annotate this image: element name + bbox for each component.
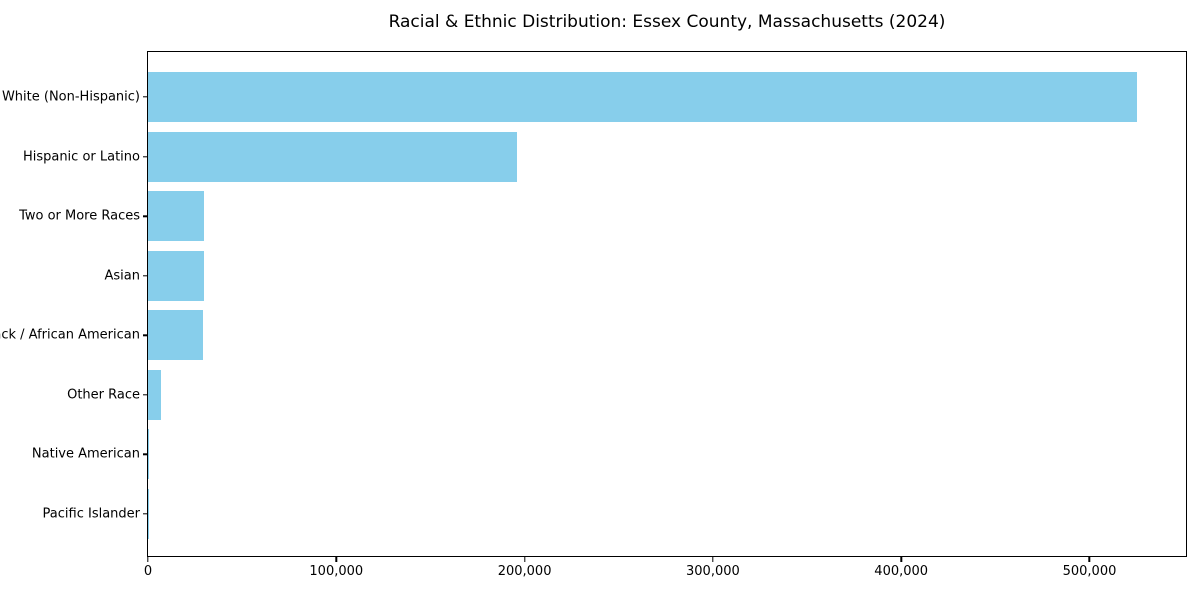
x-tick: [335, 557, 337, 562]
bar-row: Asian: [105, 250, 1186, 301]
y-tick: [143, 96, 147, 98]
bar-row: Other Race: [67, 369, 1186, 420]
bar-row: Hispanic or Latino: [23, 131, 1186, 182]
x-tick: [712, 557, 714, 562]
bar-row: Black / African American: [0, 310, 1186, 361]
y-tick-label: Native American: [31, 446, 140, 462]
y-tick: [143, 215, 147, 217]
bar: [148, 191, 204, 242]
chart-title: Racial & Ethnic Distribution: Essex Coun…: [388, 12, 946, 32]
bar: [148, 310, 203, 361]
x-tick: [147, 557, 149, 562]
x-tick-label: 300,000: [686, 564, 740, 579]
bar: [148, 369, 162, 420]
bar-row: Two or More Races: [19, 191, 1186, 242]
x-tick: [900, 557, 902, 562]
bar: [148, 250, 204, 301]
y-tick: [143, 334, 147, 336]
x-tick: [1088, 557, 1091, 562]
y-tick-label: Two or More Races: [19, 208, 140, 224]
bar: [148, 429, 150, 480]
y-tick: [143, 394, 147, 396]
y-tick-label: White (Non-Hispanic): [1, 89, 140, 105]
x-axis: 0 100,000 200,000 300,000 400,000 500,000: [144, 556, 1186, 586]
bars-container: White (Non-Hispanic) Hispanic or Latino Tw…: [0, 52, 1186, 556]
bar: [148, 131, 518, 182]
y-tick-label: Asian: [104, 268, 140, 284]
y-tick: [143, 155, 147, 158]
bar-row: Pacific Islander: [43, 488, 1186, 539]
y-tick: [143, 274, 147, 277]
x-tick-label: 200,000: [497, 564, 552, 579]
x-tick: [523, 557, 526, 562]
y-tick: [143, 453, 147, 456]
y-tick: [143, 513, 147, 515]
y-tick-label: Pacific Islander: [42, 506, 140, 522]
y-tick-label: Other Race: [67, 387, 140, 403]
bar: [148, 72, 1137, 122]
bar-row: White (Non-Hispanic): [2, 72, 1186, 122]
x-tick-label: 0: [143, 564, 153, 579]
plot-area: White (Non-Hispanic) Hispanic or Latino Tw…: [0, 51, 1187, 579]
y-tick-label: Hispanic or Latino: [22, 149, 140, 165]
bar-row: Native American: [32, 429, 1186, 480]
x-tick-label: 400,000: [874, 564, 929, 579]
x-tick-label: 100,000: [309, 564, 364, 579]
x-tick-label: 500,000: [1062, 564, 1117, 579]
y-tick-label: Black / African American: [0, 327, 140, 343]
